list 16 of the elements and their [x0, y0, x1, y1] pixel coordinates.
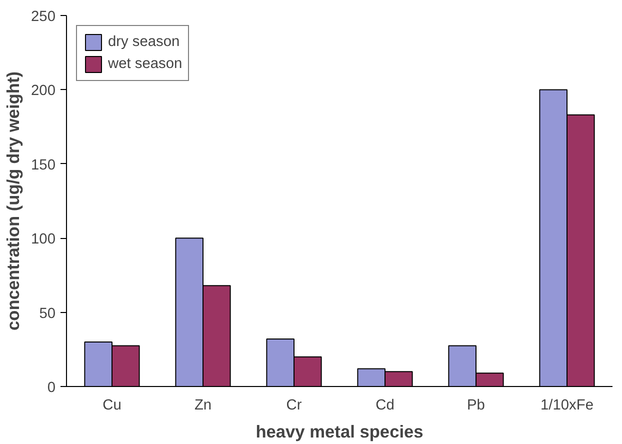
y-tick-label: 250	[31, 9, 56, 25]
y-tick-label: 150	[31, 157, 56, 174]
x-tick-label: Cr	[286, 398, 302, 414]
y-axis-title: concentration (ug/g dry weight)	[3, 72, 24, 330]
y-tick-label: 100	[31, 232, 56, 248]
y-tick-label: 200	[31, 83, 56, 100]
x-tick-label: Cd	[376, 398, 394, 414]
x-tick-label: Cu	[102, 398, 122, 414]
x-tick-label: 1/10xFe	[540, 398, 594, 414]
legend-label: dry season	[108, 34, 180, 50]
y-tick-label: 0	[47, 380, 56, 396]
x-tick-label: Zn	[194, 398, 212, 414]
y-tick-label: 50	[39, 306, 56, 322]
x-tick-label: Pb	[467, 398, 485, 414]
x-axis-title: heavy metal species	[256, 422, 424, 442]
legend-label: wet season	[108, 56, 182, 72]
